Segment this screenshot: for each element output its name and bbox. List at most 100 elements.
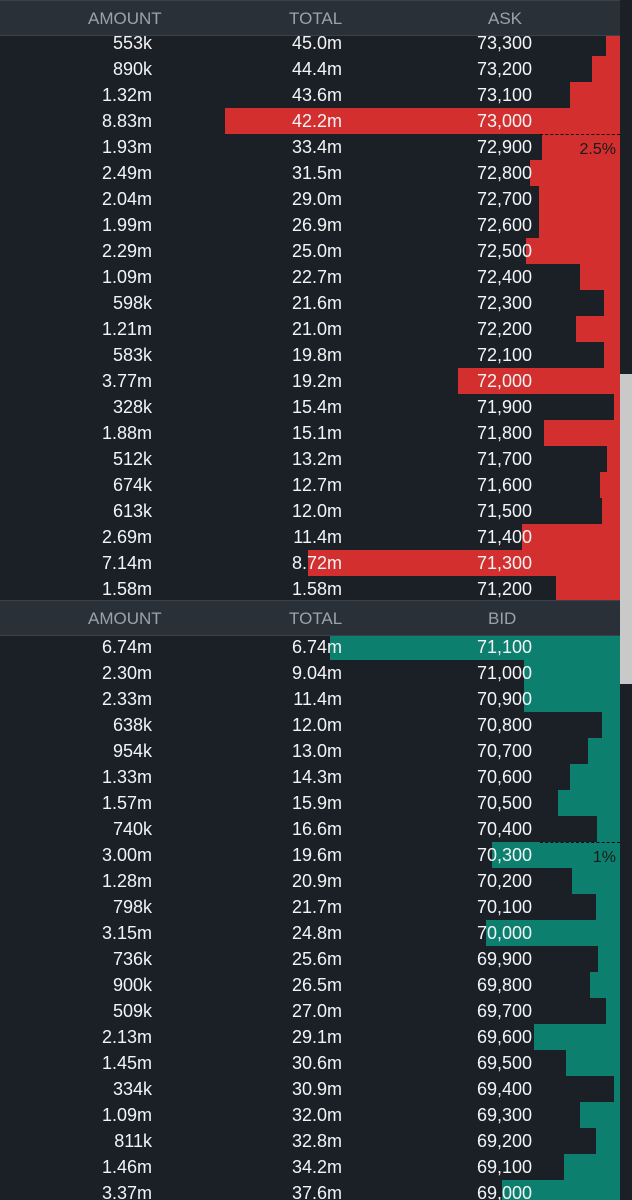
total-cell: 44.4m: [291, 59, 342, 79]
order-row[interactable]: 798k 21.7m 70,100: [0, 894, 620, 920]
price-cell: 69,300: [476, 1105, 532, 1125]
order-row[interactable]: 509k 27.0m 69,700: [0, 998, 620, 1024]
depth-bar: [570, 764, 620, 790]
order-row[interactable]: 3.37m 37.6m 69,000: [0, 1180, 620, 1200]
order-row[interactable]: 1.88m 15.1m 71,800: [0, 420, 620, 446]
amount-cell: 900k: [112, 975, 152, 995]
amount-cell: 2.69m: [101, 527, 152, 547]
amount-cell: 1.93m: [101, 137, 152, 157]
total-cell: 29.1m: [291, 1027, 342, 1047]
bid-column-header: BID: [488, 609, 517, 628]
order-row[interactable]: 553k 45.0m 73,300: [0, 36, 620, 56]
order-row[interactable]: 1.99m 26.9m 72,600: [0, 212, 620, 238]
order-row[interactable]: 512k 13.2m 71,700: [0, 446, 620, 472]
total-cell: 21.6m: [291, 293, 342, 313]
amount-cell: 3.00m: [101, 845, 152, 865]
order-row[interactable]: 334k 30.9m 69,400: [0, 1076, 620, 1102]
order-row[interactable]: 2.04m 29.0m 72,700: [0, 186, 620, 212]
order-row[interactable]: 1.93m 33.4m 72,900: [0, 134, 620, 160]
price-cell: 72,100: [476, 345, 532, 365]
amount-cell: 1.09m: [101, 267, 152, 287]
order-row[interactable]: 3.00m 19.6m 70,300: [0, 842, 620, 868]
total-cell: 15.9m: [291, 793, 342, 813]
total-cell: 16.6m: [291, 819, 342, 839]
order-row[interactable]: 1.09m 32.0m 69,300: [0, 1102, 620, 1128]
amount-cell: 890k: [112, 59, 152, 79]
order-row[interactable]: 1.28m 20.9m 70,200: [0, 868, 620, 894]
price-cell: 71,000: [476, 663, 532, 683]
total-cell: 45.0m: [291, 36, 342, 53]
total-cell: 32.8m: [291, 1131, 342, 1151]
depth-bar: [604, 290, 620, 316]
order-row[interactable]: 328k 15.4m 71,900: [0, 394, 620, 420]
amount-cell: 1.09m: [101, 1105, 152, 1125]
depth-bar: [492, 842, 620, 868]
amount-cell: 2.04m: [101, 189, 152, 209]
depth-bar: [588, 738, 620, 764]
order-row[interactable]: 2.69m 11.4m 71,400: [0, 524, 620, 550]
price-cell: 71,600: [476, 475, 532, 495]
order-row[interactable]: 736k 25.6m 69,900: [0, 946, 620, 972]
order-row[interactable]: 2.33m 11.4m 70,900: [0, 686, 620, 712]
order-row[interactable]: 2.49m 31.5m 72,800: [0, 160, 620, 186]
order-row[interactable]: 1.33m 14.3m 70,600: [0, 764, 620, 790]
depth-bar: [576, 316, 620, 342]
order-row[interactable]: 1.45m 30.6m 69,500: [0, 1050, 620, 1076]
order-row[interactable]: 674k 12.7m 71,600: [0, 472, 620, 498]
depth-bar: [590, 972, 620, 998]
amount-cell: 512k: [112, 449, 152, 469]
bids-list: 6.74m 6.74m 71,100 2.30m 9.04m 71,000 2.33m 11.…: [0, 636, 620, 1200]
order-row[interactable]: 1.09m 22.7m 72,400: [0, 264, 620, 290]
depth-bar: [458, 368, 620, 394]
amount-cell: 736k: [112, 949, 152, 969]
amount-cell: 811k: [114, 1131, 152, 1151]
depth-bar: [330, 636, 620, 660]
scrollbar-thumb[interactable]: [620, 373, 632, 684]
price-cell: 72,700: [476, 189, 532, 209]
order-row[interactable]: 8.83m 42.2m 73,000: [0, 108, 620, 134]
amount-cell: 8.83m: [101, 111, 152, 131]
order-row[interactable]: 598k 21.6m 72,300: [0, 290, 620, 316]
depth-bar: [502, 1180, 620, 1200]
total-cell: 22.7m: [291, 267, 342, 287]
amount-column-header: AMOUNT: [88, 9, 162, 28]
order-row[interactable]: 740k 16.6m 70,400: [0, 816, 620, 842]
amount-cell: 3.77m: [101, 371, 152, 391]
total-cell: 25.6m: [291, 949, 342, 969]
order-row[interactable]: 7.14m 8.72m 71,300: [0, 550, 620, 576]
order-row[interactable]: 1.58m 1.58m 71,200: [0, 576, 620, 600]
order-row[interactable]: 3.77m 19.2m 72,000: [0, 368, 620, 394]
total-cell: 43.6m: [291, 85, 342, 105]
order-row[interactable]: 954k 13.0m 70,700: [0, 738, 620, 764]
amount-cell: 583k: [112, 345, 152, 365]
depth-bar: [580, 1102, 620, 1128]
order-row[interactable]: 3.15m 24.8m 70,000: [0, 920, 620, 946]
order-row[interactable]: 890k 44.4m 73,200: [0, 56, 620, 82]
order-row[interactable]: 1.32m 43.6m 73,100: [0, 82, 620, 108]
total-cell: 15.1m: [291, 423, 342, 443]
order-row[interactable]: 1.57m 15.9m 70,500: [0, 790, 620, 816]
depth-bar: [534, 1024, 620, 1050]
total-cell: 14.3m: [291, 767, 342, 787]
depth-bar: [558, 790, 620, 816]
order-row[interactable]: 900k 26.5m 69,800: [0, 972, 620, 998]
total-cell: 12.0m: [291, 501, 342, 521]
amount-cell: 1.45m: [101, 1053, 152, 1073]
order-row[interactable]: 1.46m 34.2m 69,100: [0, 1154, 620, 1180]
order-row[interactable]: 638k 12.0m 70,800: [0, 712, 620, 738]
order-row[interactable]: 583k 19.8m 72,100: [0, 342, 620, 368]
order-row[interactable]: 6.74m 6.74m 71,100: [0, 636, 620, 660]
amount-cell: 2.13m: [101, 1027, 152, 1047]
order-row[interactable]: 1.21m 21.0m 72,200: [0, 316, 620, 342]
price-cell: 69,600: [476, 1027, 532, 1047]
amount-cell: 3.15m: [101, 923, 152, 943]
price-cell: 70,700: [476, 741, 532, 761]
order-row[interactable]: 811k 32.8m 69,200: [0, 1128, 620, 1154]
order-row[interactable]: 2.30m 9.04m 71,000: [0, 660, 620, 686]
order-row[interactable]: 2.29m 25.0m 72,500: [0, 238, 620, 264]
price-cell: 70,500: [476, 793, 532, 813]
depth-percent-marker: 2.5%: [540, 134, 620, 161]
order-row[interactable]: 2.13m 29.1m 69,600: [0, 1024, 620, 1050]
order-row[interactable]: 613k 12.0m 71,500: [0, 498, 620, 524]
